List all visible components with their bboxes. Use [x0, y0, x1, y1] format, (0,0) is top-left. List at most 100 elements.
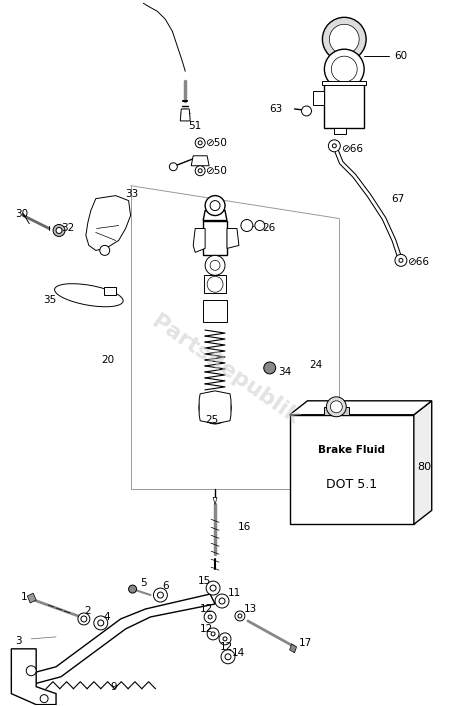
Circle shape: [199, 392, 230, 424]
Circle shape: [206, 581, 220, 595]
Circle shape: [78, 613, 90, 625]
Text: 12: 12: [200, 624, 213, 634]
Text: 3: 3: [15, 636, 22, 646]
Polygon shape: [202, 210, 226, 220]
Circle shape: [263, 362, 275, 374]
Circle shape: [207, 276, 222, 292]
Polygon shape: [86, 196, 130, 251]
Circle shape: [53, 225, 65, 237]
Circle shape: [301, 106, 311, 116]
Circle shape: [322, 18, 365, 61]
Circle shape: [81, 616, 87, 622]
Bar: [104, 287, 115, 295]
Circle shape: [56, 227, 62, 234]
Text: 12: 12: [200, 604, 213, 614]
Circle shape: [330, 401, 341, 413]
Polygon shape: [11, 649, 56, 705]
Bar: [202, 220, 226, 256]
Circle shape: [331, 56, 356, 82]
Polygon shape: [193, 229, 205, 253]
Text: 16: 16: [237, 522, 251, 532]
Polygon shape: [191, 156, 209, 166]
Circle shape: [225, 654, 230, 660]
Circle shape: [169, 163, 177, 171]
Circle shape: [327, 140, 340, 152]
Text: 13: 13: [244, 604, 257, 614]
Circle shape: [207, 628, 219, 640]
Circle shape: [324, 49, 364, 89]
Text: 15: 15: [198, 576, 211, 586]
Circle shape: [254, 220, 264, 230]
Circle shape: [235, 611, 244, 621]
Text: 35: 35: [43, 295, 56, 305]
Polygon shape: [180, 109, 190, 121]
Circle shape: [398, 258, 402, 263]
Circle shape: [94, 616, 107, 630]
Text: 2: 2: [84, 606, 90, 616]
Text: 6: 6: [162, 581, 169, 591]
Circle shape: [207, 615, 212, 619]
Text: ⊘50: ⊘50: [205, 166, 226, 176]
Polygon shape: [324, 407, 349, 414]
Bar: [289, 414, 413, 525]
Text: 25: 25: [205, 414, 218, 425]
Circle shape: [198, 140, 202, 145]
Polygon shape: [11, 594, 215, 688]
Circle shape: [26, 666, 36, 676]
Circle shape: [210, 261, 220, 270]
Text: 17: 17: [298, 638, 311, 648]
Circle shape: [215, 594, 229, 608]
Circle shape: [240, 220, 252, 232]
Text: 26: 26: [261, 224, 274, 234]
Text: 9: 9: [110, 682, 117, 692]
Circle shape: [210, 201, 220, 210]
Circle shape: [329, 24, 359, 54]
Polygon shape: [27, 593, 36, 603]
Polygon shape: [199, 391, 230, 424]
Circle shape: [219, 633, 230, 645]
Circle shape: [205, 196, 225, 215]
Circle shape: [97, 620, 104, 626]
Circle shape: [157, 592, 163, 598]
Circle shape: [237, 614, 241, 618]
Text: Brake Fluid: Brake Fluid: [317, 445, 384, 455]
Text: 34: 34: [277, 367, 290, 377]
Text: 12: 12: [220, 642, 233, 652]
Bar: [204, 275, 226, 293]
Circle shape: [205, 256, 225, 275]
Circle shape: [394, 254, 406, 266]
Circle shape: [40, 695, 48, 702]
Circle shape: [195, 166, 205, 176]
Polygon shape: [212, 498, 216, 504]
Circle shape: [198, 169, 202, 173]
Text: DOT 5.1: DOT 5.1: [325, 478, 376, 491]
Text: 1: 1: [21, 592, 28, 602]
Text: 11: 11: [227, 588, 241, 598]
Circle shape: [219, 598, 225, 604]
Text: PartsRepublik: PartsRepublik: [148, 311, 303, 429]
Text: 51: 51: [188, 121, 201, 131]
Text: ⊘66: ⊘66: [341, 144, 363, 154]
Text: ⊘66: ⊘66: [406, 258, 428, 268]
Text: 24: 24: [309, 360, 322, 370]
Text: 32: 32: [61, 224, 74, 234]
Text: 80: 80: [416, 462, 430, 472]
Text: 33: 33: [125, 189, 138, 198]
Text: 5: 5: [140, 578, 147, 588]
Circle shape: [195, 138, 205, 148]
Text: 30: 30: [15, 208, 28, 219]
Circle shape: [210, 585, 216, 591]
Circle shape: [326, 397, 345, 417]
Text: 67: 67: [390, 193, 403, 203]
Polygon shape: [413, 401, 431, 525]
Polygon shape: [289, 401, 431, 414]
Circle shape: [129, 585, 136, 593]
Polygon shape: [226, 229, 239, 249]
Text: 4: 4: [104, 612, 110, 622]
Circle shape: [153, 588, 167, 602]
Text: 60: 60: [393, 51, 406, 61]
Circle shape: [204, 611, 216, 623]
Circle shape: [205, 397, 225, 418]
Text: 20: 20: [101, 355, 114, 365]
Polygon shape: [289, 644, 296, 653]
